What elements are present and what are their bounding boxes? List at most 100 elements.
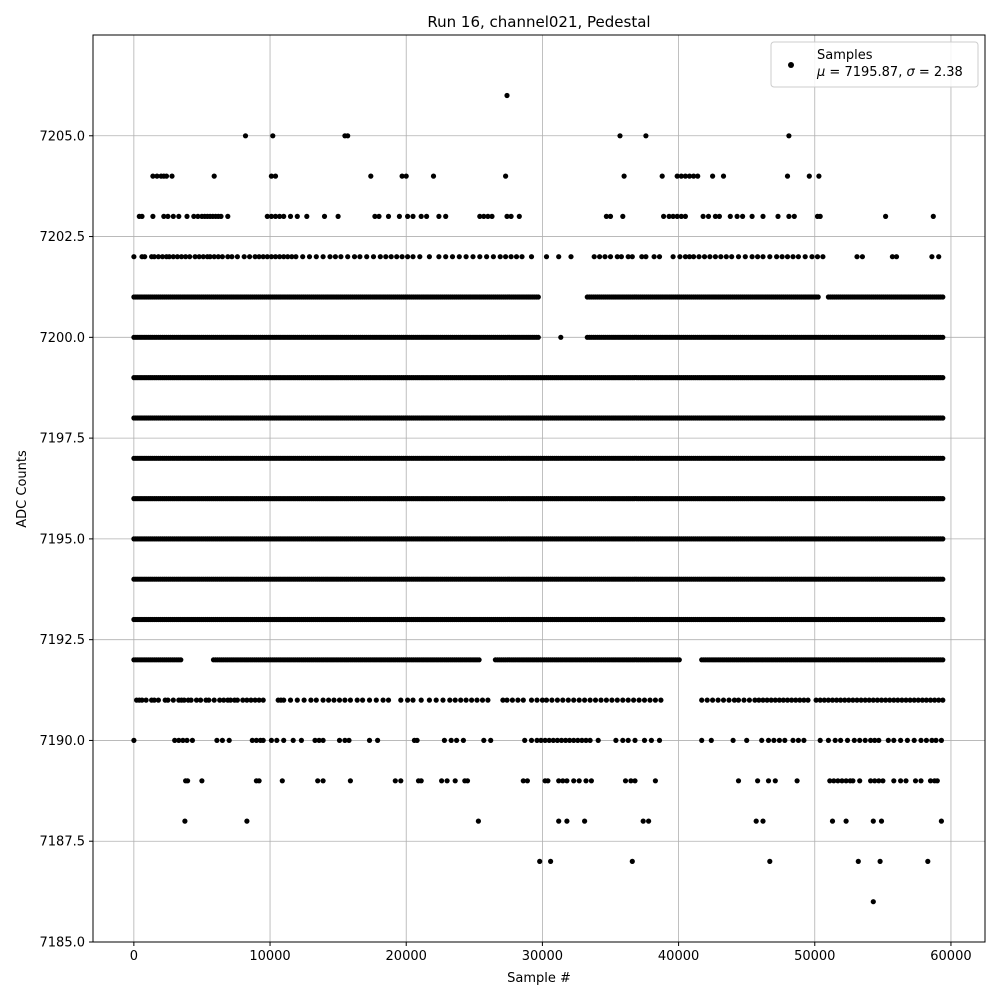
data-point: [260, 697, 266, 703]
data-point: [784, 254, 791, 260]
data-point: [617, 133, 623, 139]
data-point: [281, 737, 287, 744]
data-point: [368, 173, 374, 179]
data-point: [332, 254, 338, 260]
data-point: [631, 697, 637, 703]
data-point: [418, 213, 424, 219]
data-point: [718, 254, 724, 260]
data-point: [398, 778, 404, 784]
data-point: [614, 697, 620, 703]
data-point: [452, 778, 458, 784]
data-point: [710, 697, 716, 703]
data-point: [661, 213, 667, 219]
legend-mean-text: = 7195.87,: [825, 65, 906, 80]
data-point: [537, 858, 543, 865]
data-point: [241, 254, 247, 260]
data-point: [405, 254, 411, 260]
data-point: [591, 254, 597, 260]
data-point: [825, 737, 832, 744]
data-point: [198, 697, 204, 703]
data-point: [936, 254, 942, 260]
data-point: [791, 213, 797, 219]
data-point: [620, 697, 626, 703]
data-point: [652, 697, 659, 703]
data-point: [142, 254, 148, 260]
data-point: [607, 213, 614, 219]
data-point: [294, 213, 300, 219]
data-point: [347, 697, 353, 703]
data-point: [469, 697, 475, 703]
data-point: [705, 213, 712, 219]
data-point: [878, 818, 885, 824]
data-point: [765, 737, 772, 744]
data-point: [880, 778, 886, 784]
data-point: [838, 737, 844, 744]
data-point: [876, 737, 882, 744]
data-point: [247, 254, 253, 260]
data-point: [388, 254, 394, 260]
data-point: [904, 737, 911, 744]
data-point: [938, 737, 945, 744]
data-point: [568, 254, 574, 260]
data-point: [244, 818, 250, 824]
data-point: [620, 737, 626, 744]
data-point: [816, 173, 822, 179]
legend-marker: [788, 62, 794, 68]
data-point: [767, 858, 773, 865]
data-point: [182, 818, 188, 824]
data-point: [143, 697, 149, 703]
data-point: [534, 697, 540, 703]
y-tick-label: 7192.5: [40, 633, 86, 648]
data-point: [857, 778, 863, 784]
data-point: [477, 254, 483, 260]
data-point: [735, 697, 742, 703]
data-point: [441, 737, 447, 744]
data-point: [418, 778, 424, 784]
data-point: [504, 92, 510, 99]
data-point: [862, 737, 868, 744]
data-point: [165, 213, 171, 219]
data-point: [749, 213, 755, 219]
data-point: [346, 737, 352, 744]
data-point: [184, 737, 190, 744]
data-point: [620, 213, 626, 219]
y-tick-label: 7205.0: [40, 129, 86, 144]
data-point: [184, 213, 190, 219]
data-point: [410, 254, 416, 260]
data-point: [351, 254, 358, 260]
data-point: [854, 254, 860, 260]
data-point: [629, 858, 635, 865]
data-point: [218, 213, 224, 219]
data-point: [509, 697, 515, 703]
data-point: [185, 778, 191, 784]
data-point: [336, 737, 343, 744]
data-point: [699, 697, 705, 703]
data-point: [377, 254, 383, 260]
data-point: [746, 697, 753, 703]
data-point: [571, 778, 577, 784]
data-point: [234, 697, 240, 703]
data-point: [170, 697, 176, 703]
data-point: [444, 778, 450, 784]
data-point: [385, 213, 392, 219]
data-point: [802, 254, 808, 260]
data-point: [476, 657, 482, 663]
data-point: [707, 254, 713, 260]
data-point: [760, 213, 766, 219]
data-point: [720, 173, 727, 179]
data-point: [504, 697, 510, 703]
data-point: [410, 213, 416, 219]
data-point: [513, 254, 520, 260]
data-point: [656, 737, 663, 744]
data-point: [294, 697, 300, 703]
data-point: [488, 737, 494, 744]
data-point: [463, 697, 469, 703]
data-point: [712, 254, 719, 260]
data-point: [528, 737, 535, 744]
data-point: [225, 213, 231, 219]
data-point: [392, 778, 398, 784]
data-point: [447, 697, 453, 703]
data-point: [327, 254, 333, 260]
data-point: [923, 737, 930, 744]
data-point: [338, 254, 344, 260]
